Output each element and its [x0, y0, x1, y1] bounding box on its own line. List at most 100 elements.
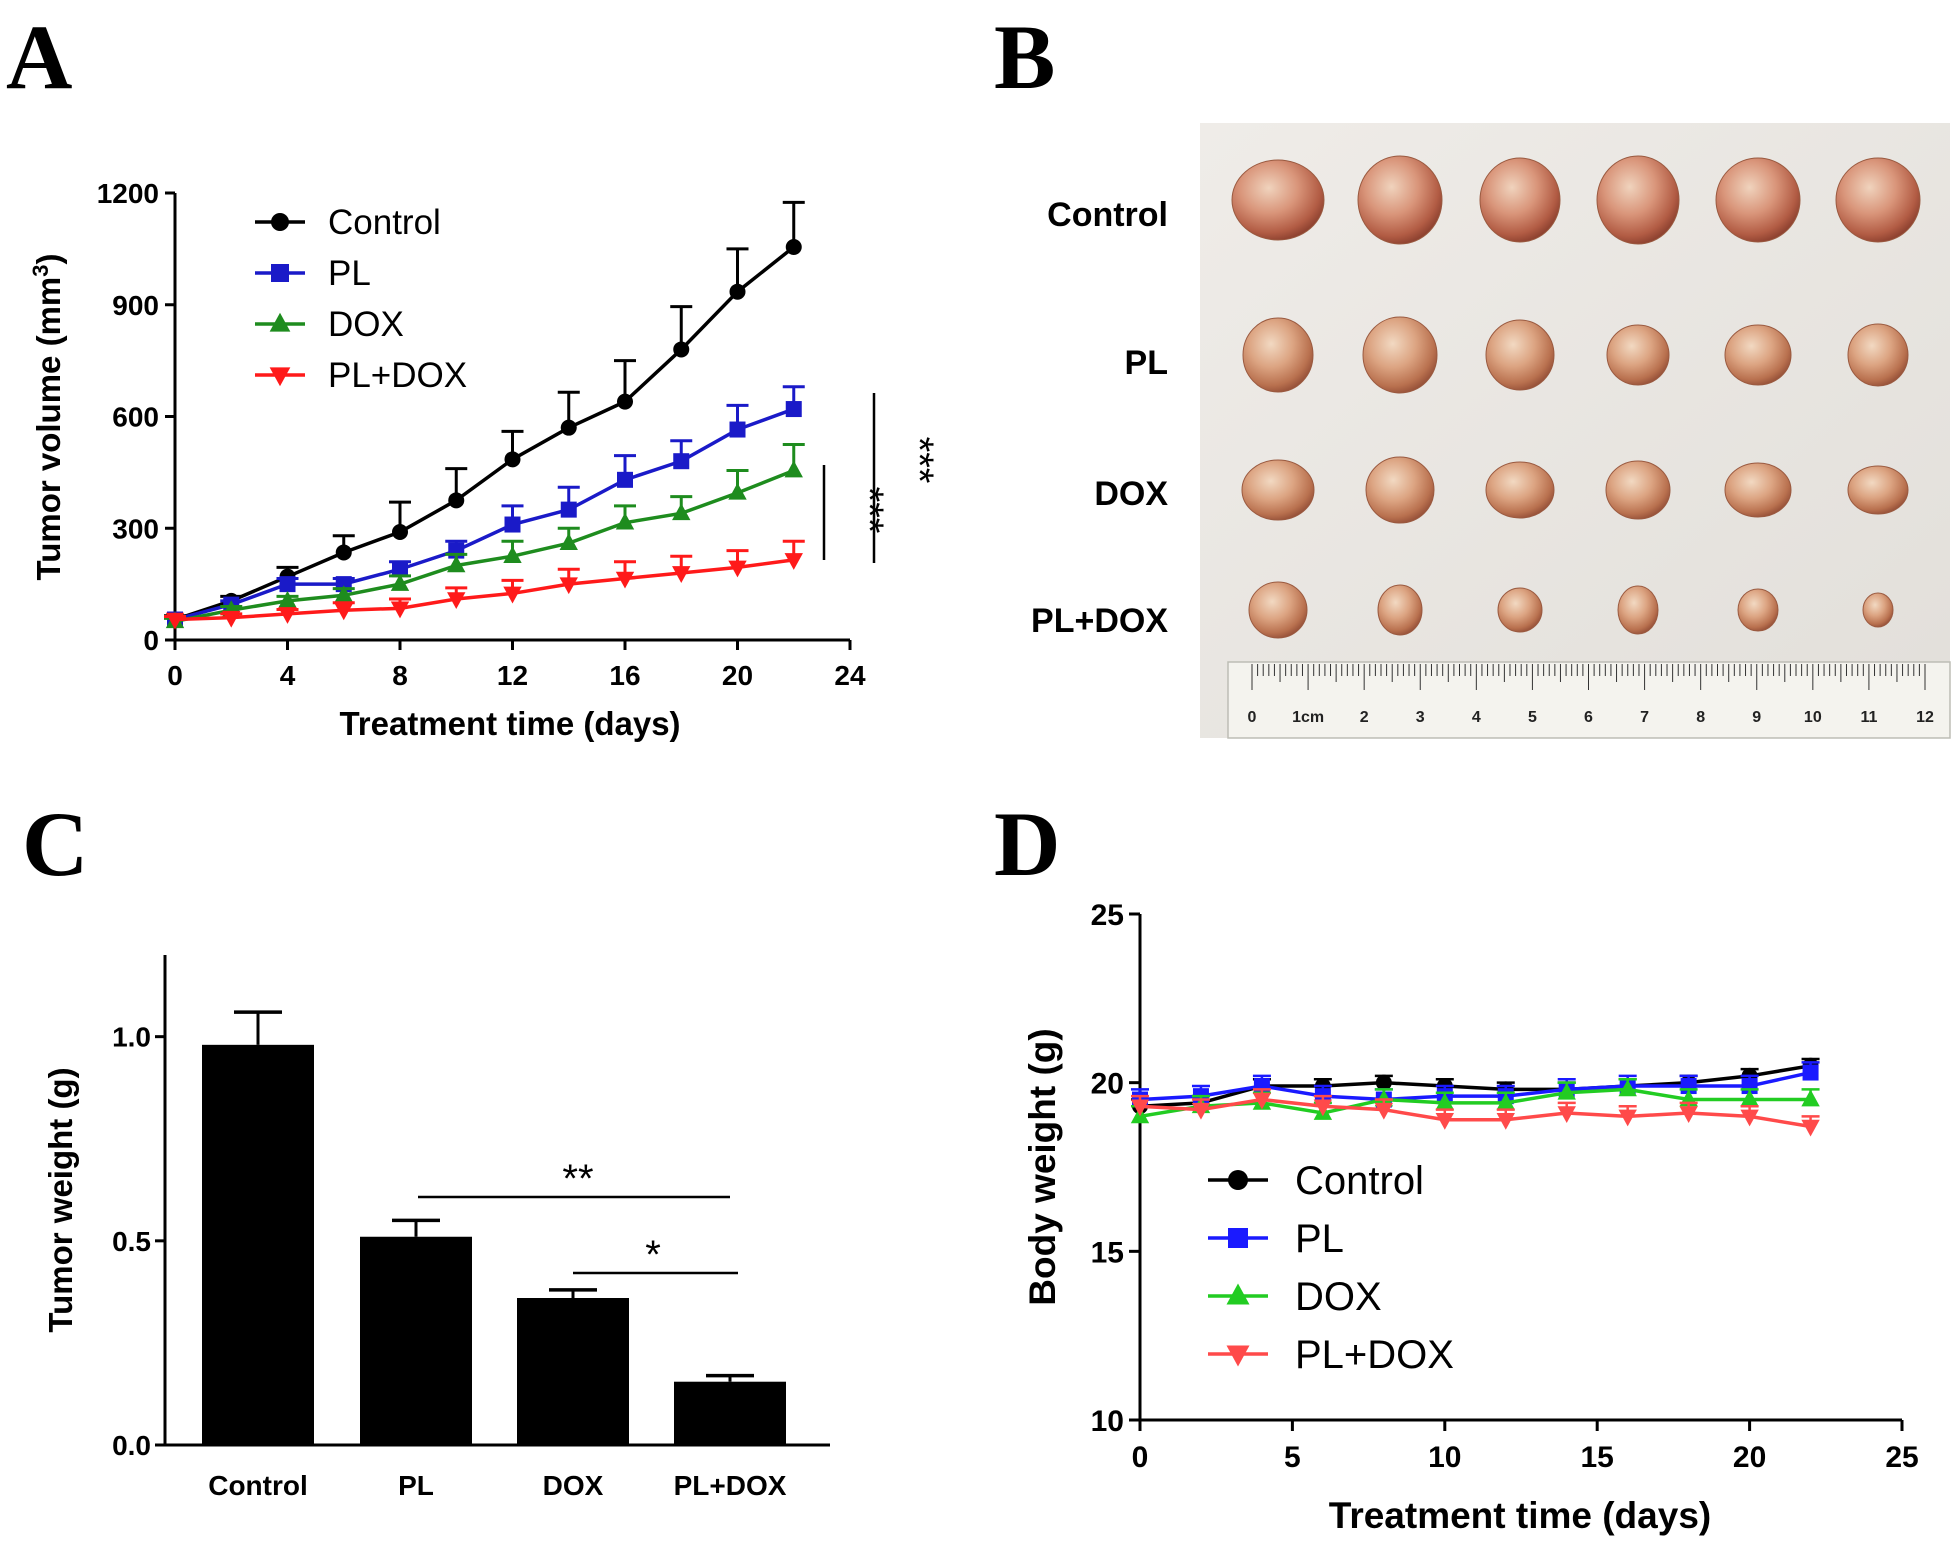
ruler-number: 9	[1752, 709, 1761, 726]
ruler-number: 2	[1360, 709, 1369, 726]
tumor	[1485, 461, 1555, 519]
tumor	[1365, 456, 1435, 524]
a-data-point	[392, 561, 408, 578]
d-data-point	[1496, 1112, 1515, 1130]
tumor-photo: 0 1cm 2 3 4 5 6 7 8 9 10 11 12 Control PL DOX PL+DOX	[1031, 123, 1951, 739]
tumor	[1357, 155, 1443, 245]
c-bar-pl-dox	[674, 1381, 786, 1445]
a-data-point	[617, 393, 633, 410]
a-data-point	[729, 283, 746, 300]
d-x-axis-label: Treatment time (days)	[1329, 1495, 1711, 1536]
ruler-number: 8	[1696, 709, 1705, 726]
a-y-tick-label: 300	[112, 513, 159, 544]
d-legend-label: DOX	[1295, 1275, 1382, 1319]
d-data-point	[1740, 1089, 1759, 1107]
a-data-point	[785, 401, 802, 418]
a-data-point	[390, 574, 410, 591]
a-x-tick-label: 0	[167, 660, 183, 691]
ruler-number: 7	[1640, 709, 1649, 726]
a-x-tick-label: 4	[280, 660, 296, 691]
tumor	[1847, 323, 1909, 387]
c-y-tick-label: 0.5	[112, 1226, 151, 1257]
tumor	[1596, 155, 1680, 245]
a-data-point	[785, 239, 802, 256]
a-data-point	[615, 571, 635, 589]
tumor	[1605, 460, 1671, 520]
a-data-point	[672, 566, 691, 583]
tumor	[1862, 592, 1894, 628]
tumor	[1362, 316, 1438, 394]
panel-letter-d: D	[994, 793, 1060, 895]
a-x-axis-label: Treatment time (days)	[339, 705, 680, 742]
d-data-point	[1557, 1106, 1576, 1124]
d-data-point	[1618, 1109, 1637, 1127]
tumor	[1724, 462, 1792, 518]
a-legend-label: DOX	[328, 305, 404, 344]
c-x-tick-label: Control	[208, 1470, 308, 1501]
ruler-number: 0	[1248, 709, 1257, 726]
photo-background	[1200, 123, 1950, 738]
panel-letter-b: B	[994, 6, 1055, 108]
tumor	[1485, 319, 1555, 391]
d-x-tick-label: 5	[1284, 1441, 1301, 1474]
d-data-point	[1496, 1092, 1515, 1110]
a-data-point	[278, 607, 297, 624]
a-data-point	[390, 601, 410, 619]
tumor-row-control	[1231, 155, 1921, 245]
tumor	[1248, 581, 1308, 639]
a-series-pl-dox	[164, 539, 805, 630]
d-legend-label: Control	[1295, 1159, 1424, 1203]
d-x-tick-label: 15	[1581, 1441, 1614, 1474]
tumor	[1242, 317, 1314, 393]
a-legend-marker	[269, 367, 291, 387]
a-data-point	[503, 546, 522, 563]
tumor	[1606, 324, 1670, 386]
c-x-tick-label: PL	[398, 1470, 434, 1501]
c-sig-label-pl: **	[562, 1157, 593, 1201]
a-data-point	[617, 471, 633, 488]
d-legend-label: PL	[1295, 1217, 1344, 1261]
tumor	[1724, 324, 1792, 386]
d-data-point	[1740, 1109, 1759, 1127]
d-legend-label: PL+DOX	[1295, 1333, 1454, 1377]
d-data-point	[1252, 1092, 1272, 1110]
panel-a-line-chart: 0 4 8 12 16 20 24 0 300 600 900 1200 Control PL DOX PL…	[28, 178, 942, 742]
a-data-point	[559, 577, 578, 595]
a-data-point	[447, 592, 466, 610]
a-legend-marker	[269, 312, 291, 332]
a-data-point	[784, 553, 803, 570]
photo-row-label: PL+DOX	[1031, 602, 1168, 640]
d-legend-marker	[1226, 1283, 1250, 1305]
ruler-number: 12	[1916, 709, 1934, 726]
panel-d-line-chart: 0 5 10 15 20 25 10 15 20 25 Control PL DOX PL+DOX Tr…	[1022, 899, 1919, 1536]
d-legend-marker	[1226, 1345, 1250, 1367]
a-data-point	[784, 460, 803, 478]
a-data-point	[448, 492, 465, 509]
d-y-axis-label: Body weight (g)	[1022, 1028, 1063, 1305]
d-series-line	[1139, 1070, 1811, 1102]
d-data-point	[1618, 1079, 1637, 1097]
tumor-row-pl-dox	[1248, 581, 1894, 639]
d-data-point	[1435, 1112, 1454, 1130]
a-y-tick-label: 600	[112, 402, 159, 433]
c-sig-label-dox: *	[645, 1233, 661, 1277]
a-x-tick-label: 12	[497, 660, 528, 691]
panel-letter-c: C	[22, 793, 88, 895]
a-data-point	[615, 512, 635, 530]
a-data-point	[729, 421, 746, 438]
d-y-tick-label: 15	[1091, 1236, 1124, 1269]
a-series-line	[174, 407, 795, 622]
a-y-axis-label: Tumor volume (mm3)	[28, 253, 68, 580]
a-data-point	[560, 501, 577, 518]
c-x-tick-label: PL+DOX	[674, 1470, 787, 1501]
a-y-tick-label: 0	[143, 625, 159, 656]
a-legend-marker	[271, 264, 289, 282]
panel-letter-a: A	[6, 6, 72, 108]
tumor	[1737, 588, 1779, 632]
d-legend-marker	[1228, 1228, 1248, 1248]
a-y-label-close: )	[30, 253, 67, 264]
d-data-point	[1374, 1102, 1394, 1120]
c-y-axis-label: Tumor weight (g)	[42, 1067, 79, 1332]
d-legend-marker	[1228, 1170, 1248, 1190]
